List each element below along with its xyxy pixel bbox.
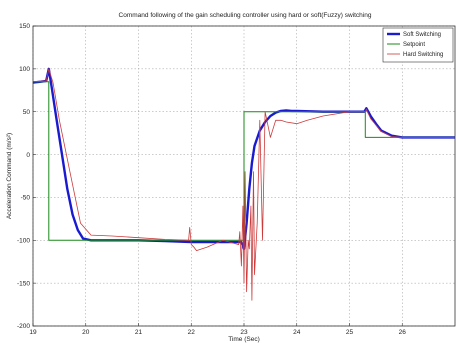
y-tick-label: 100 — [19, 66, 30, 73]
series-line-hard-switching — [33, 68, 455, 301]
y-tick-label: 50 — [23, 109, 31, 116]
series-line-soft-switching — [33, 67, 455, 251]
x-tick-label: 23 — [240, 329, 248, 336]
series-line-setpoint — [33, 81, 455, 241]
y-tick-label: 150 — [19, 23, 30, 30]
x-tick-label: 22 — [188, 329, 196, 336]
y-tick-label: -100 — [17, 237, 30, 244]
x-tick-label: 25 — [346, 329, 354, 336]
y-axis-label: Acceleration Command (m/s²) — [6, 133, 13, 219]
chart-title: Command following of the gain scheduling… — [119, 12, 372, 19]
legend-label: Soft Switching — [403, 32, 441, 38]
plot-area — [33, 67, 455, 301]
x-tick-label: 21 — [135, 329, 143, 336]
legend: Soft Switching Setpoint Hard Switching — [382, 27, 454, 63]
y-tick-label: 0 — [26, 152, 30, 159]
y-ticks: 150 100 50 0 -50 -100 -150 -200 — [17, 23, 36, 330]
x-ticks: 19 20 21 22 23 24 25 26 — [29, 323, 406, 336]
y-tick-label: -50 — [21, 195, 31, 202]
y-tick-label: -150 — [17, 280, 30, 287]
legend-label: Setpoint — [403, 42, 425, 48]
x-tick-label: 24 — [293, 329, 301, 336]
x-tick-label: 26 — [399, 329, 407, 336]
x-axis-label: Time (Sec) — [228, 336, 260, 343]
x-tick-label: 19 — [29, 329, 37, 336]
y-tick-label: -200 — [17, 323, 30, 330]
legend-label: Hard Switching — [403, 52, 443, 58]
x-tick-label: 20 — [82, 329, 90, 336]
